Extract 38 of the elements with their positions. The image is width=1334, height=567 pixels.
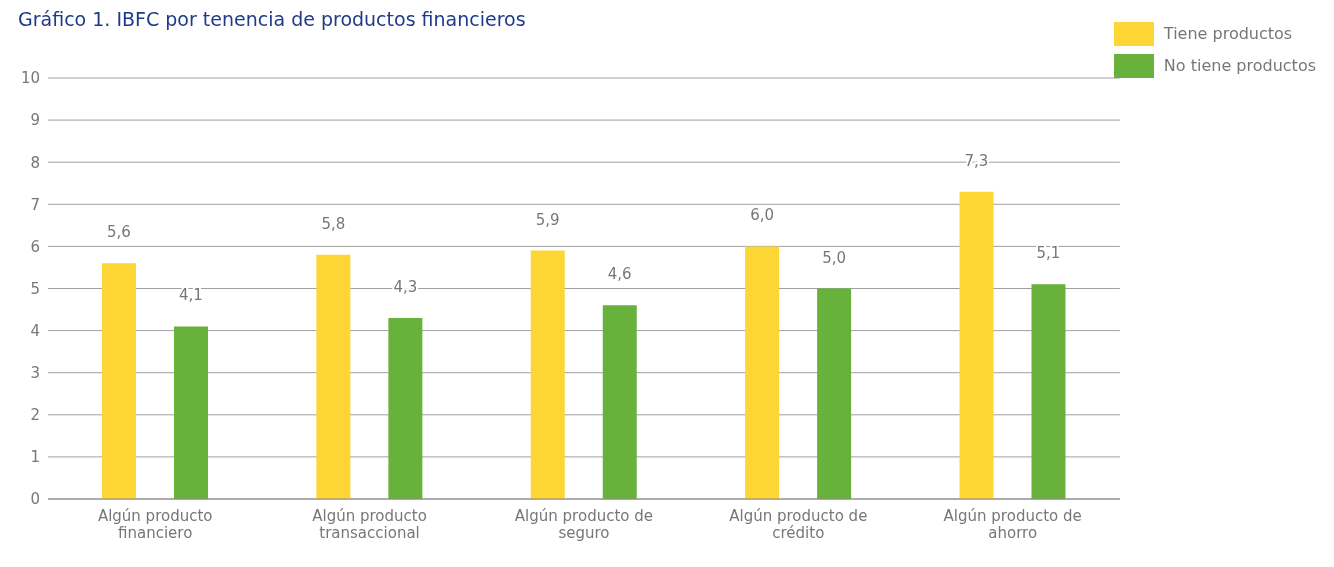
y-tick-label: 0 <box>30 490 40 509</box>
y-tick-label: 3 <box>30 364 40 383</box>
y-tick-label: 5 <box>30 279 40 298</box>
y-tick-label: 4 <box>30 321 40 340</box>
y-tick-label: 8 <box>30 153 40 172</box>
bar <box>1031 284 1066 499</box>
bar <box>102 263 136 499</box>
bar <box>388 317 423 499</box>
bar <box>745 246 780 499</box>
x-tick-label: Algún producto de seguro <box>514 507 653 542</box>
legend-label: No tiene productos <box>1163 55 1316 77</box>
y-tick-label: 9 <box>30 111 40 130</box>
x-tick-label: Algún producto de crédito <box>729 507 868 542</box>
y-tick-label: 10 <box>20 69 40 88</box>
data-label: 7,3 <box>964 151 989 170</box>
data-label: 5,9 <box>535 210 560 229</box>
data-label: 5,1 <box>1036 244 1061 263</box>
data-label: 5,8 <box>321 214 346 233</box>
bar <box>174 326 208 499</box>
bar <box>817 288 852 499</box>
data-label: 4,6 <box>607 265 632 284</box>
data-label: 5,6 <box>107 223 131 242</box>
data-label: 6,0 <box>750 206 775 225</box>
bar <box>602 305 637 499</box>
y-tick-label: 1 <box>30 448 40 467</box>
data-label: 4,1 <box>179 286 203 305</box>
y-tick-label: 7 <box>30 195 40 214</box>
y-tick-label: 2 <box>30 406 40 425</box>
x-tick-label: Algún producto transaccional <box>312 507 427 542</box>
x-tick-label: Algún producto de ahorro <box>943 507 1082 542</box>
bar <box>530 250 565 499</box>
bar <box>959 191 994 499</box>
x-tick-label: Algún producto financiero <box>97 507 213 542</box>
y-tick-label: 6 <box>30 237 40 256</box>
data-label: 5,0 <box>822 248 847 267</box>
chart-title: Gráfico 1. IBFC por tenencia de productos financieros <box>18 8 526 30</box>
bar <box>316 254 351 499</box>
legend-label: Tiene productos <box>1163 23 1293 45</box>
